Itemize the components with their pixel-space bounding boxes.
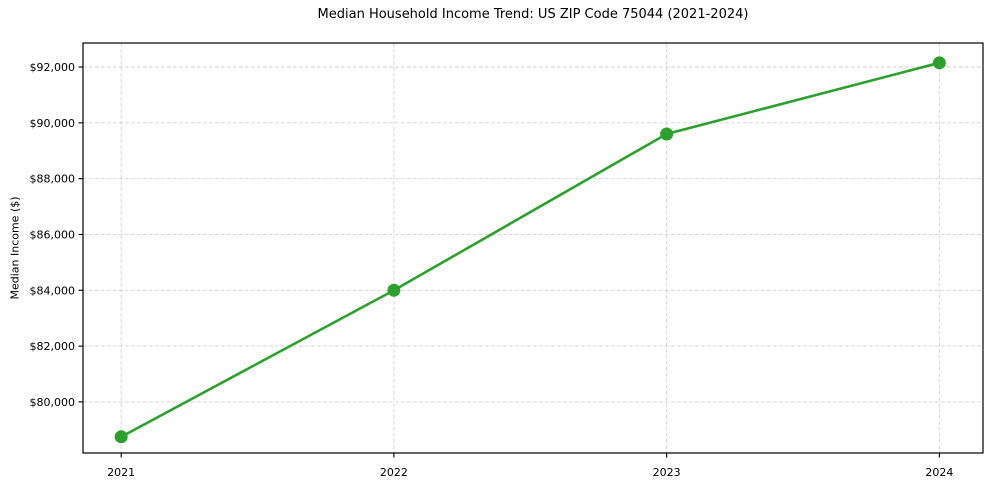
data-point — [660, 127, 674, 141]
x-tick-label: 2021 — [107, 466, 135, 479]
y-tick-label: $92,000 — [30, 61, 76, 74]
chart-title: Median Household Income Trend: US ZIP Co… — [317, 7, 749, 22]
y-tick-label: $88,000 — [30, 173, 76, 186]
data-point — [932, 56, 946, 70]
x-tick-label: 2022 — [380, 466, 408, 479]
y-tick-label: $90,000 — [30, 117, 76, 130]
y-tick-label: $80,000 — [30, 396, 76, 409]
y-tick-label: $84,000 — [30, 284, 76, 297]
data-point — [114, 430, 128, 444]
plot-border — [82, 42, 984, 454]
y-tick-label: $82,000 — [30, 340, 76, 353]
x-tick-label: 2024 — [925, 466, 953, 479]
y-tick-label: $86,000 — [30, 228, 76, 241]
trend-line — [119, 61, 941, 439]
data-point — [387, 283, 401, 297]
x-tick-label: 2023 — [653, 466, 681, 479]
